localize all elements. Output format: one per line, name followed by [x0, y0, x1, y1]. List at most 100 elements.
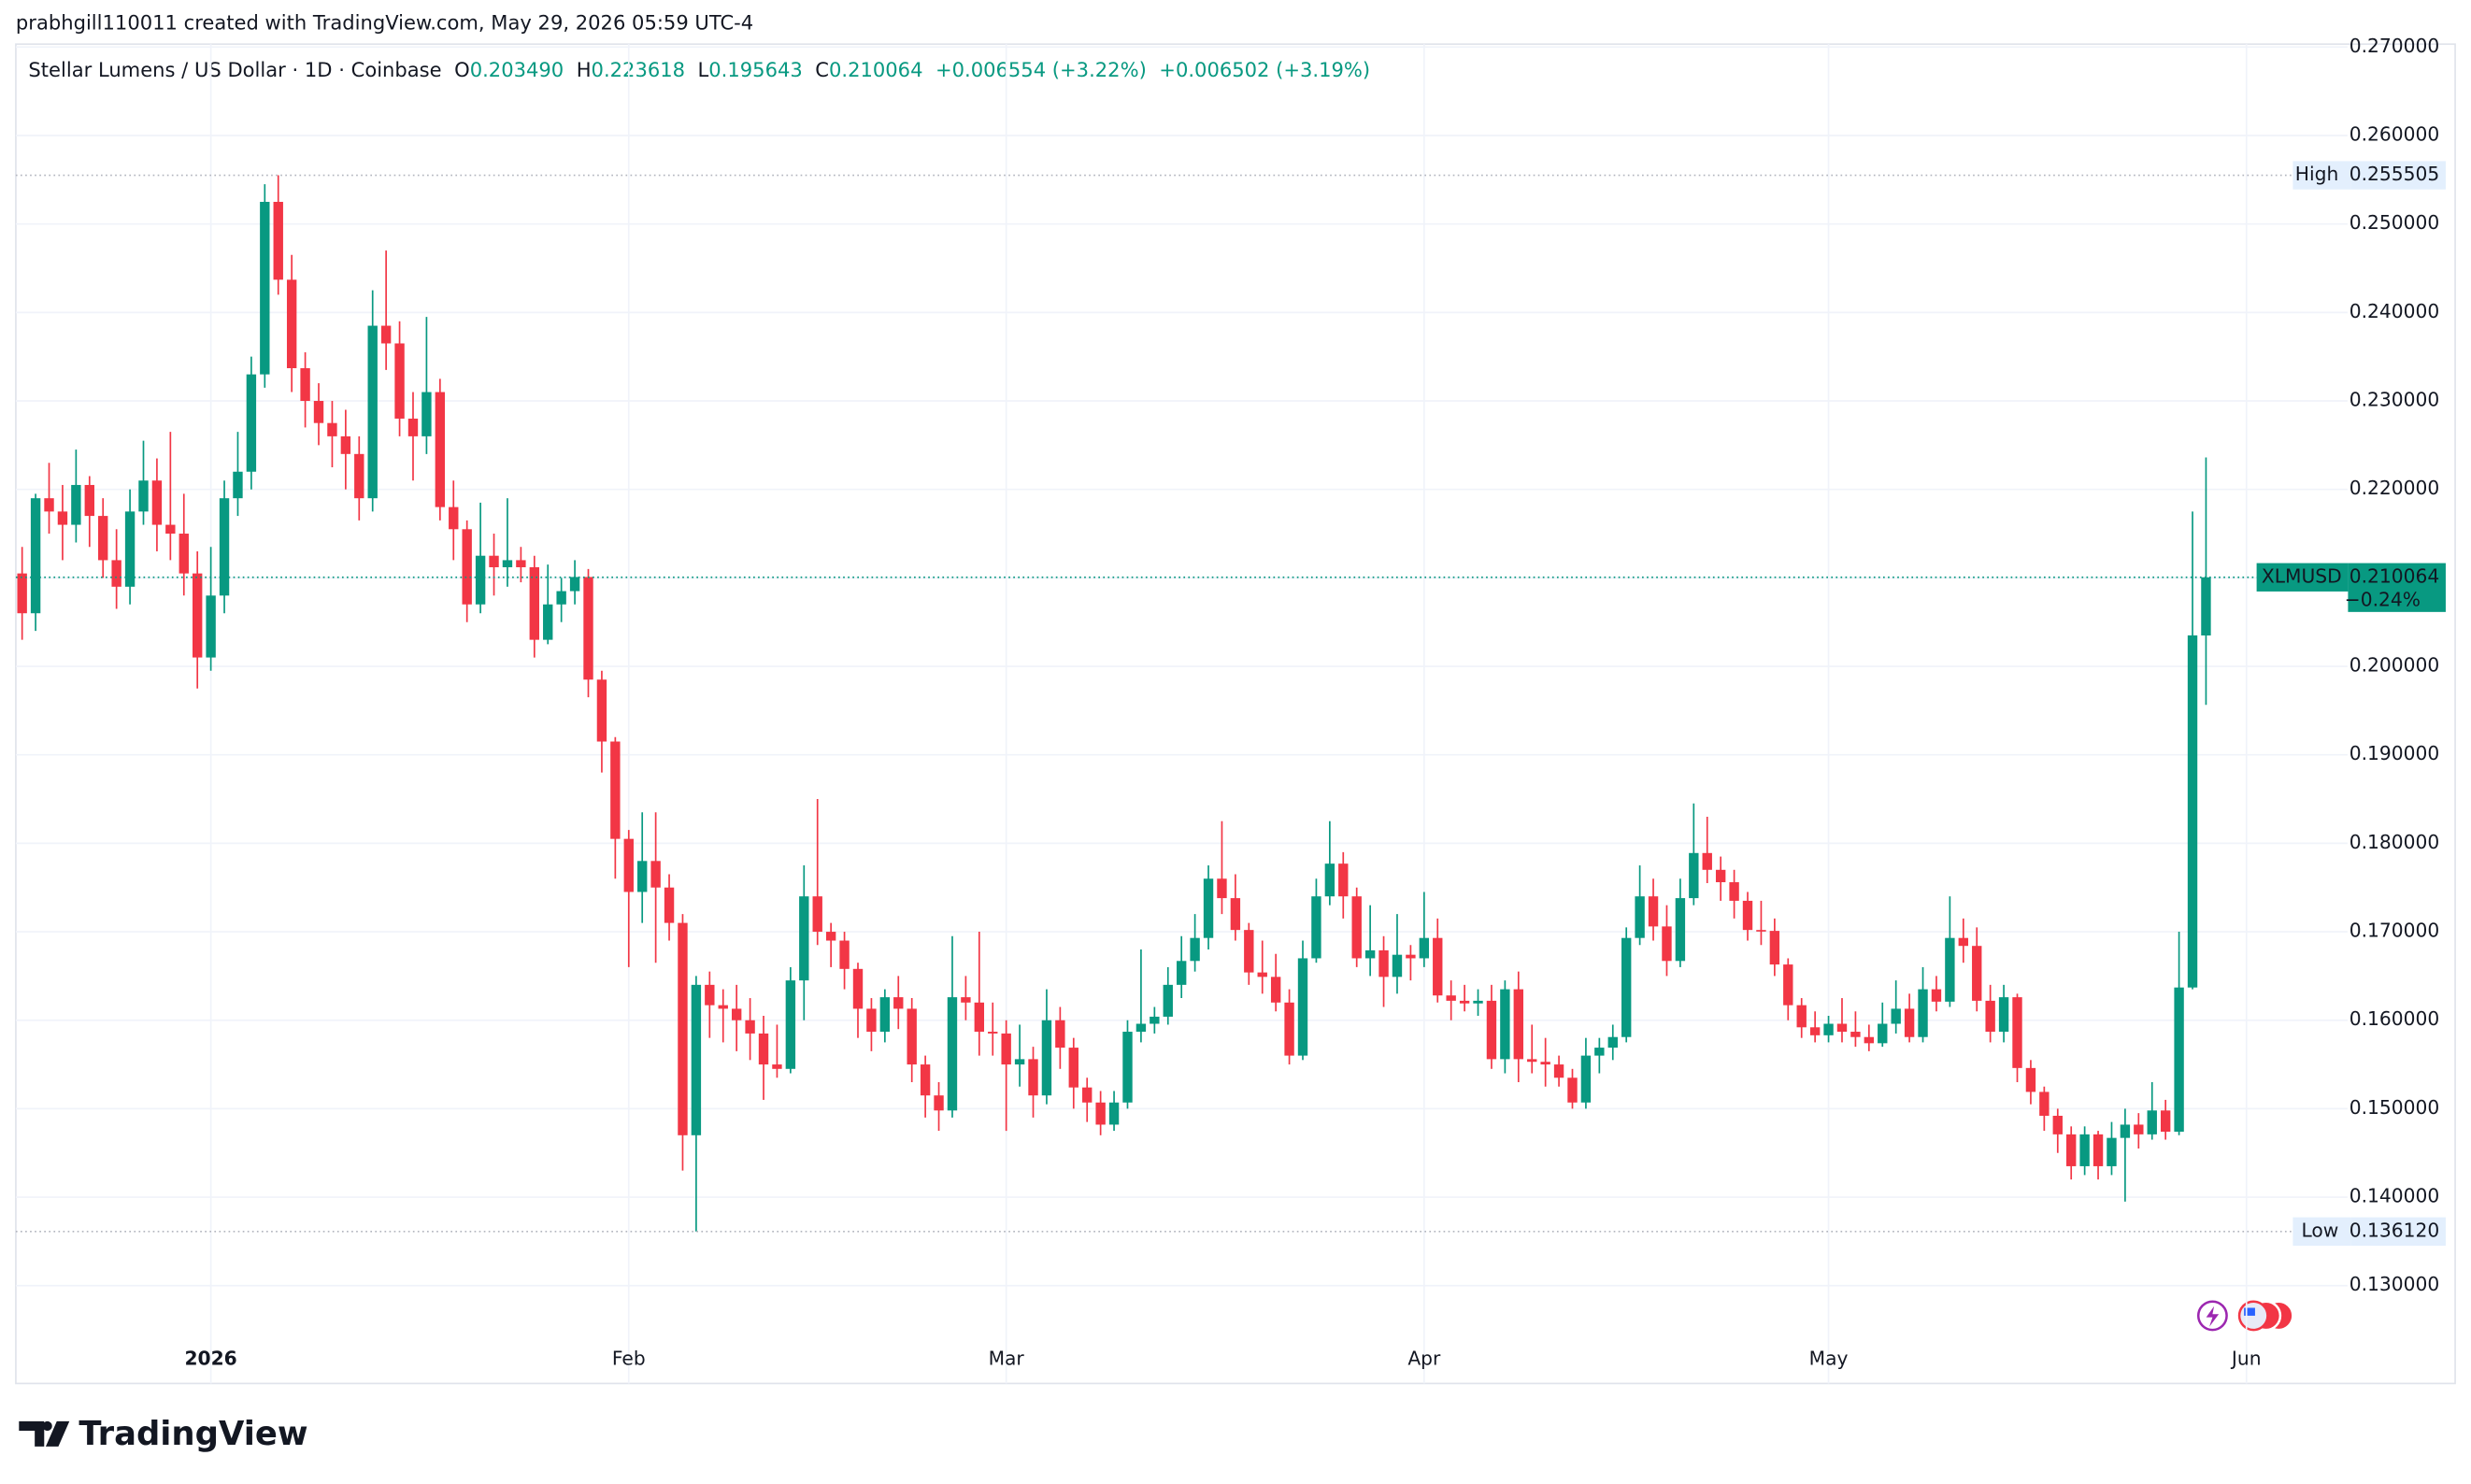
candle-body	[1270, 977, 1281, 1003]
candle-body	[556, 591, 566, 605]
y-tick-label: 0.230000	[2350, 389, 2439, 411]
candle-body	[1513, 989, 1523, 1060]
candle-body	[313, 401, 324, 423]
candle-body	[124, 511, 136, 587]
candle-body	[2174, 987, 2184, 1133]
candle-body	[1553, 1064, 1564, 1078]
candle-body	[1311, 896, 1321, 959]
candle-body	[529, 567, 539, 640]
candle-body	[1419, 937, 1430, 959]
event-icons	[2196, 1300, 2294, 1332]
candle-body	[17, 573, 27, 614]
candle-body	[2147, 1110, 2157, 1134]
last-tag-symbol: XLMUSD	[2262, 564, 2342, 587]
candle-body	[2066, 1134, 2077, 1166]
candle-body	[772, 1064, 782, 1069]
candle-body	[1068, 1048, 1078, 1088]
candle-body	[1392, 954, 1403, 977]
candle-body	[1486, 1000, 1497, 1060]
candle-body	[1958, 937, 1968, 947]
plot	[15, 44, 2348, 1384]
candle-body	[246, 374, 257, 472]
x-tick-label: Feb	[612, 1348, 646, 1370]
candle-body	[1297, 958, 1308, 1056]
candle-body	[2134, 1124, 2144, 1134]
candle-body	[785, 980, 796, 1069]
candle-body	[825, 932, 836, 941]
candle-body	[569, 577, 580, 592]
candle-body	[1082, 1087, 1093, 1103]
candle-body	[1406, 954, 1416, 959]
ohlc-key: O	[454, 58, 470, 81]
candle-body	[2160, 1110, 2171, 1133]
candle-body	[1203, 878, 1214, 938]
candle-body	[1675, 898, 1686, 962]
candle-body	[1580, 1055, 1592, 1103]
candle-body	[502, 560, 513, 568]
candle-body	[799, 896, 809, 981]
candle-body	[1351, 896, 1362, 959]
candle-body	[2107, 1137, 2117, 1166]
candle-body	[206, 595, 216, 658]
candle-body	[731, 1008, 742, 1020]
candle-body	[1635, 896, 1645, 938]
price-tag-value: 0.255505	[2350, 163, 2439, 185]
candle-body	[1783, 964, 1793, 1006]
chart-frame	[15, 43, 2456, 1385]
candle-body	[920, 1064, 931, 1096]
candle-body	[2201, 577, 2211, 635]
candle-body	[462, 529, 472, 605]
y-tick-label: 0.250000	[2350, 211, 2439, 234]
candle-body	[1217, 878, 1227, 899]
candle-body	[1324, 863, 1335, 897]
candle-body	[138, 480, 149, 512]
credit-line: prabhgill110011 created with TradingView…	[16, 10, 753, 34]
candle-body	[273, 202, 283, 280]
candle-body	[1190, 937, 1200, 962]
candle-body	[1662, 926, 1672, 962]
candle-body	[1540, 1062, 1550, 1065]
x-tick-label: May	[1809, 1348, 1849, 1370]
candle-body	[1527, 1059, 1537, 1063]
x-tick-label: 2026	[184, 1348, 236, 1370]
candle-body	[435, 392, 446, 507]
candle-body	[2039, 1092, 2050, 1116]
event-icon	[2206, 1306, 2220, 1327]
candle-body	[2092, 1134, 2104, 1166]
ohlc-value: 0.195643	[708, 58, 803, 81]
candle-body	[812, 896, 822, 933]
candle-body	[988, 1032, 998, 1034]
candle-body	[1095, 1102, 1106, 1125]
logo: TradingView	[19, 1415, 308, 1453]
candle-body	[1769, 931, 1780, 965]
candle-body	[1014, 1059, 1025, 1065]
candle-body	[1041, 1020, 1052, 1096]
candle-body	[1364, 949, 1376, 959]
candle-body	[2052, 1115, 2063, 1134]
candle-body	[718, 1005, 728, 1009]
candle-body	[1742, 900, 1753, 931]
y-tick-label: 0.270000	[2350, 35, 2439, 57]
y-tick-label: 0.170000	[2350, 920, 2439, 942]
candle-body	[380, 325, 392, 344]
y-tick-label: 0.220000	[2350, 477, 2439, 499]
candle-body	[664, 887, 675, 923]
candle-body	[1001, 1033, 1011, 1065]
x-tick-label: Mar	[989, 1348, 1025, 1370]
y-tick-label: 0.130000	[2350, 1273, 2439, 1295]
candle-body	[1904, 1008, 1915, 1037]
candle-body	[407, 418, 419, 436]
candle-body	[1446, 995, 1456, 1001]
candle-body	[650, 861, 661, 888]
candle-body	[596, 679, 607, 742]
candle-body	[300, 367, 310, 402]
candle-body	[1918, 989, 1928, 1037]
y-tick-label: 0.150000	[2350, 1096, 2439, 1119]
candle-body	[260, 202, 270, 375]
change: +0.006554 (+3.22%)	[936, 58, 1147, 81]
candle-body	[44, 498, 54, 512]
candle-body	[678, 922, 688, 1135]
last-tag-bg	[2256, 563, 2349, 592]
